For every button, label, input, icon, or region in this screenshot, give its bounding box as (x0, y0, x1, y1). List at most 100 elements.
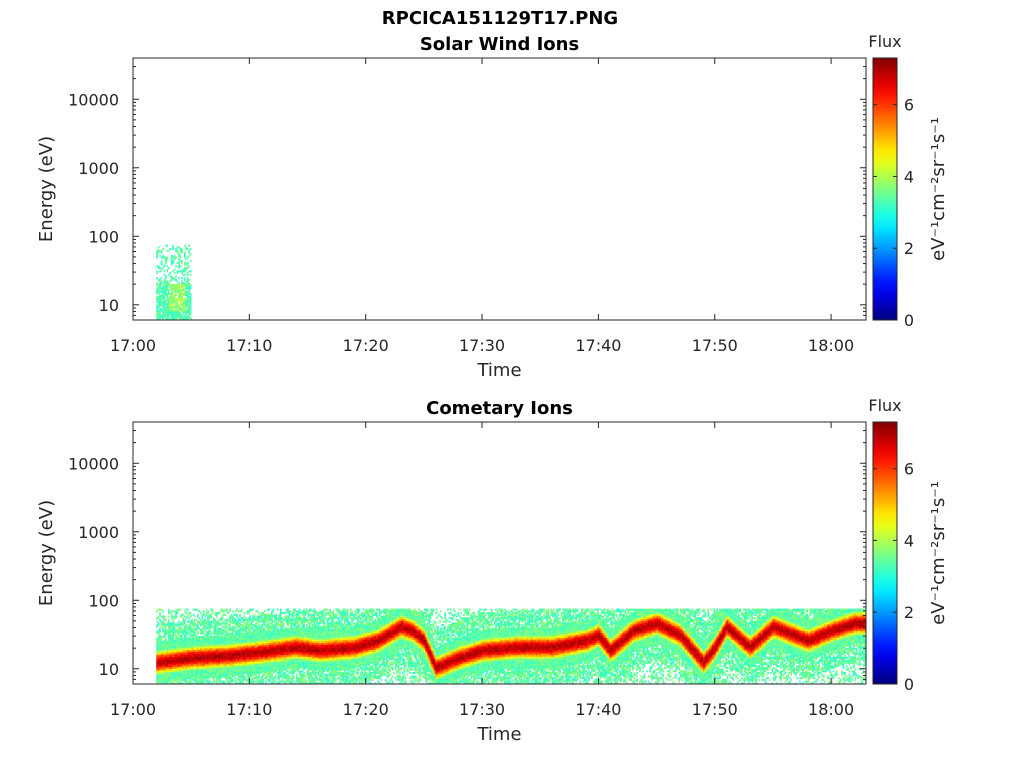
spectrogram-cell (223, 663, 225, 666)
spectrogram-cell (227, 673, 230, 676)
spectrogram-cell (268, 624, 271, 627)
spectrogram-cell (182, 268, 185, 271)
spectrogram-cell (202, 646, 205, 649)
spectrogram-cell (160, 314, 163, 317)
spectrogram-cell (314, 639, 317, 642)
spectrogram-cell (288, 612, 291, 615)
spectrogram-cell (212, 646, 215, 649)
spectrogram-cell (221, 646, 224, 649)
spectrogram-cell (242, 618, 244, 621)
spectrogram-cell (223, 644, 225, 647)
spectrogram-cell (311, 625, 314, 628)
spectrogram-cell (160, 654, 163, 657)
spectrogram-cell (194, 678, 196, 681)
spectrogram-cell (228, 680, 231, 683)
spectrogram-cell (176, 610, 179, 613)
spectrogram-cell (172, 651, 175, 654)
spectrogram-cell (205, 680, 208, 683)
spectrogram-cell (282, 632, 285, 635)
spectrogram-cell (176, 658, 179, 661)
spectrogram-cell (320, 639, 323, 642)
spectrogram-cell (258, 651, 260, 654)
spectrogram-cell (173, 625, 176, 628)
spectrogram-cell (263, 656, 266, 659)
spectrogram-cell (240, 666, 243, 669)
spectrogram-cell (237, 625, 240, 628)
spectrogram-cell (223, 668, 225, 671)
spectrogram-cell (188, 299, 191, 302)
spectrogram-cell (210, 668, 212, 671)
spectrogram-cell (239, 658, 241, 661)
spectrogram-cell (252, 637, 255, 640)
spectrogram-cell (207, 658, 209, 661)
spectrogram-cell (288, 658, 291, 661)
spectrogram-cell (159, 618, 161, 621)
spectrogram-cell (178, 608, 180, 611)
spectrogram-cell (170, 296, 173, 299)
spectrogram-cell (294, 660, 297, 663)
spectrogram-cell (223, 653, 225, 656)
spectrogram-cell (244, 634, 247, 637)
spectrogram-cell (258, 648, 260, 651)
spectrogram-cell (285, 668, 288, 671)
spectrogram-cell (307, 648, 310, 651)
spectrogram-cell (292, 618, 295, 621)
spectrogram-cell (263, 639, 266, 642)
spectrogram-cell (258, 636, 260, 639)
spectrogram-cell (228, 668, 231, 671)
spectrogram-cell (212, 642, 215, 645)
spectrogram-cell (285, 649, 288, 652)
spectrogram-cell (204, 654, 207, 657)
spectrogram-cell (231, 627, 234, 630)
spectrogram-cell (298, 665, 301, 668)
spectrogram-cell (182, 673, 185, 676)
spectrogram-cell (252, 661, 255, 664)
spectrogram-cell (233, 644, 236, 647)
spectrogram-cell (240, 661, 243, 664)
spectrogram-cell (243, 658, 246, 661)
spectrogram-cell (265, 641, 268, 644)
spectrogram-cell (199, 624, 202, 627)
spectrogram-cell (189, 285, 192, 288)
spectrogram-cell (287, 680, 289, 683)
spectrogram-cell (159, 663, 161, 666)
spectrogram-cell (178, 306, 180, 309)
spectrogram-cell (260, 658, 263, 661)
spectrogram-cell (300, 630, 302, 633)
spectrogram-cell (279, 636, 282, 639)
spectrogram-cell (231, 620, 234, 623)
spectrogram-cell (179, 668, 182, 671)
spectrogram-cell (186, 287, 189, 290)
spectrogram-cell (212, 617, 215, 620)
spectrogram-cell (285, 661, 288, 664)
spectrogram-cell (221, 608, 224, 611)
spectrogram-cell (260, 644, 263, 647)
spectrogram-cell (210, 670, 212, 673)
spectrogram-cell (288, 672, 291, 675)
spectrogram-cell (167, 665, 170, 668)
spectrogram-cell (226, 654, 228, 657)
spectrogram-cell (244, 660, 247, 663)
spectrogram-cell (298, 632, 301, 635)
spectrogram-cell (191, 642, 193, 645)
spectrogram-cell (322, 656, 324, 659)
spectrogram-cell (281, 639, 284, 642)
spectrogram-cell (316, 620, 318, 623)
spectrogram-cell (182, 289, 185, 292)
spectrogram-cell (176, 280, 179, 283)
spectrogram-cell (205, 627, 208, 630)
spectrogram-cell (306, 632, 308, 635)
spectrogram-cell (258, 673, 260, 676)
spectrogram-cell (210, 660, 212, 663)
spectrogram-cell (281, 641, 284, 644)
spectrogram-cell (294, 639, 297, 642)
spectrogram-cell (180, 292, 183, 295)
spectrogram-cell (295, 665, 298, 668)
spectrogram-cell (316, 682, 318, 684)
spectrogram-cell (237, 618, 240, 621)
spectrogram-cell (322, 636, 324, 639)
spectrogram-cell (205, 630, 208, 633)
spectrogram-cell (172, 248, 175, 251)
spectrogram-cell (239, 670, 241, 673)
